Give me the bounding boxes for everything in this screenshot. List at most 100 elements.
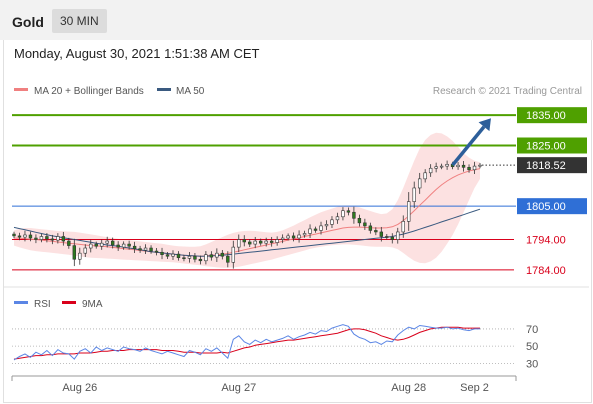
- candle-body: [291, 235, 296, 239]
- candle-body: [472, 165, 477, 171]
- candle-body: [226, 255, 230, 263]
- rsi-gridlines: 70 50 30: [12, 324, 538, 370]
- candle-body: [94, 243, 98, 247]
- bollinger-band-area: [14, 132, 480, 268]
- legend-ma20-swatch: [14, 88, 28, 91]
- level-tag-resistance: [517, 137, 587, 154]
- rsi-line: [13, 324, 480, 361]
- rsi-tick-label: 30: [526, 358, 538, 370]
- bollinger-band: [14, 132, 480, 268]
- candle-body: [385, 236, 389, 238]
- candle-body: [286, 235, 290, 239]
- candle-body: [428, 167, 433, 174]
- candle-body: [56, 236, 60, 241]
- candle-body: [467, 167, 471, 171]
- candle-body: [335, 216, 340, 221]
- credit-text: Research © 2021 Trading Central: [433, 86, 582, 97]
- candle-body: [439, 165, 444, 168]
- candle-body: [28, 234, 33, 239]
- candle-body: [242, 239, 246, 243]
- candle-body: [253, 240, 257, 245]
- candle-body: [110, 240, 115, 246]
- level-label-resistance: 1835.00: [526, 110, 566, 122]
- candle-body: [248, 241, 252, 245]
- candle-body: [72, 245, 77, 260]
- level-label-support: 1794.00: [526, 235, 566, 247]
- arrow-shaft: [451, 125, 486, 167]
- candle-body: [187, 255, 192, 259]
- level-tag-pivot: [517, 198, 587, 215]
- level-label-pivot: 1805.00: [526, 201, 566, 213]
- price-levels: [12, 114, 516, 271]
- candle-body: [231, 246, 235, 263]
- candle-body: [12, 233, 16, 237]
- candle-body: [434, 166, 438, 169]
- candle-body: [100, 242, 104, 247]
- candle-body: [34, 237, 38, 240]
- forecast-arrow: [451, 118, 491, 167]
- rsi-tick-label: 50: [526, 341, 538, 353]
- candle-body: [302, 233, 307, 236]
- instrument-title: Gold: [12, 14, 44, 30]
- candle-body: [264, 240, 268, 244]
- level-label-resistance: 1825.00: [526, 141, 566, 153]
- candle-body: [390, 236, 394, 240]
- x-tick-label: Aug 28: [391, 382, 426, 394]
- legend-rsi-swatch: [14, 301, 28, 304]
- candle-body: [176, 253, 181, 259]
- x-tick-label: Sep 2: [460, 382, 489, 394]
- chart-panel: [3, 40, 592, 403]
- candle-body: [357, 218, 362, 224]
- candle-body: [407, 201, 411, 222]
- legend-ma20-label: MA 20 + Bollinger Bands: [34, 86, 144, 97]
- legend-rsi-label: RSI: [34, 299, 51, 310]
- rsi-9ma-line: [13, 326, 480, 360]
- candle-body: [204, 254, 208, 262]
- candle-body: [149, 247, 153, 252]
- level-tag-resistance: [517, 107, 587, 124]
- arrow-head: [478, 118, 491, 132]
- x-tick-label: Aug 27: [221, 382, 256, 394]
- candle-body: [259, 240, 263, 244]
- candle-body: [368, 225, 373, 231]
- candle-body: [45, 236, 49, 240]
- candle-body: [50, 238, 55, 241]
- candle-body: [363, 222, 367, 227]
- candle-body: [324, 224, 329, 227]
- candle-body: [396, 231, 400, 240]
- rsi-tick-label: 70: [526, 324, 538, 336]
- candle-body: [138, 248, 142, 251]
- legend-ma50-swatch: [157, 88, 171, 91]
- candle-body: [209, 254, 214, 258]
- candle-body: [198, 258, 203, 262]
- x-axis-ticks: Aug 26 Aug 27 Aug 28 Sep 2: [11, 376, 517, 394]
- candle-body: [182, 257, 186, 260]
- candle-body: [127, 243, 131, 247]
- candle-body: [83, 247, 87, 254]
- candle-body: [23, 234, 27, 238]
- candle-body: [346, 210, 351, 213]
- candle-body: [417, 178, 422, 189]
- candle-body: [297, 234, 301, 239]
- candle-body: [456, 164, 460, 168]
- candle-body: [401, 221, 405, 233]
- candle-body: [171, 253, 175, 257]
- candle-body: [445, 164, 449, 167]
- last-price-tag: [517, 157, 587, 174]
- candle-body: [352, 211, 356, 219]
- candle-body: [89, 243, 93, 249]
- candle-body: [341, 210, 345, 218]
- candle-body: [154, 250, 159, 253]
- rsi-lines: [13, 324, 480, 361]
- candle-body: [39, 236, 44, 240]
- candle-body: [313, 228, 318, 231]
- candle-body: [17, 235, 22, 238]
- timeframe-button[interactable]: 30 MIN: [52, 9, 107, 33]
- candle-body: [165, 254, 170, 257]
- candle-body: [116, 244, 120, 248]
- candle-body: [478, 164, 482, 167]
- legend-9ma-swatch: [62, 301, 76, 304]
- ma50-line: [13, 208, 481, 257]
- candle-body: [374, 230, 378, 233]
